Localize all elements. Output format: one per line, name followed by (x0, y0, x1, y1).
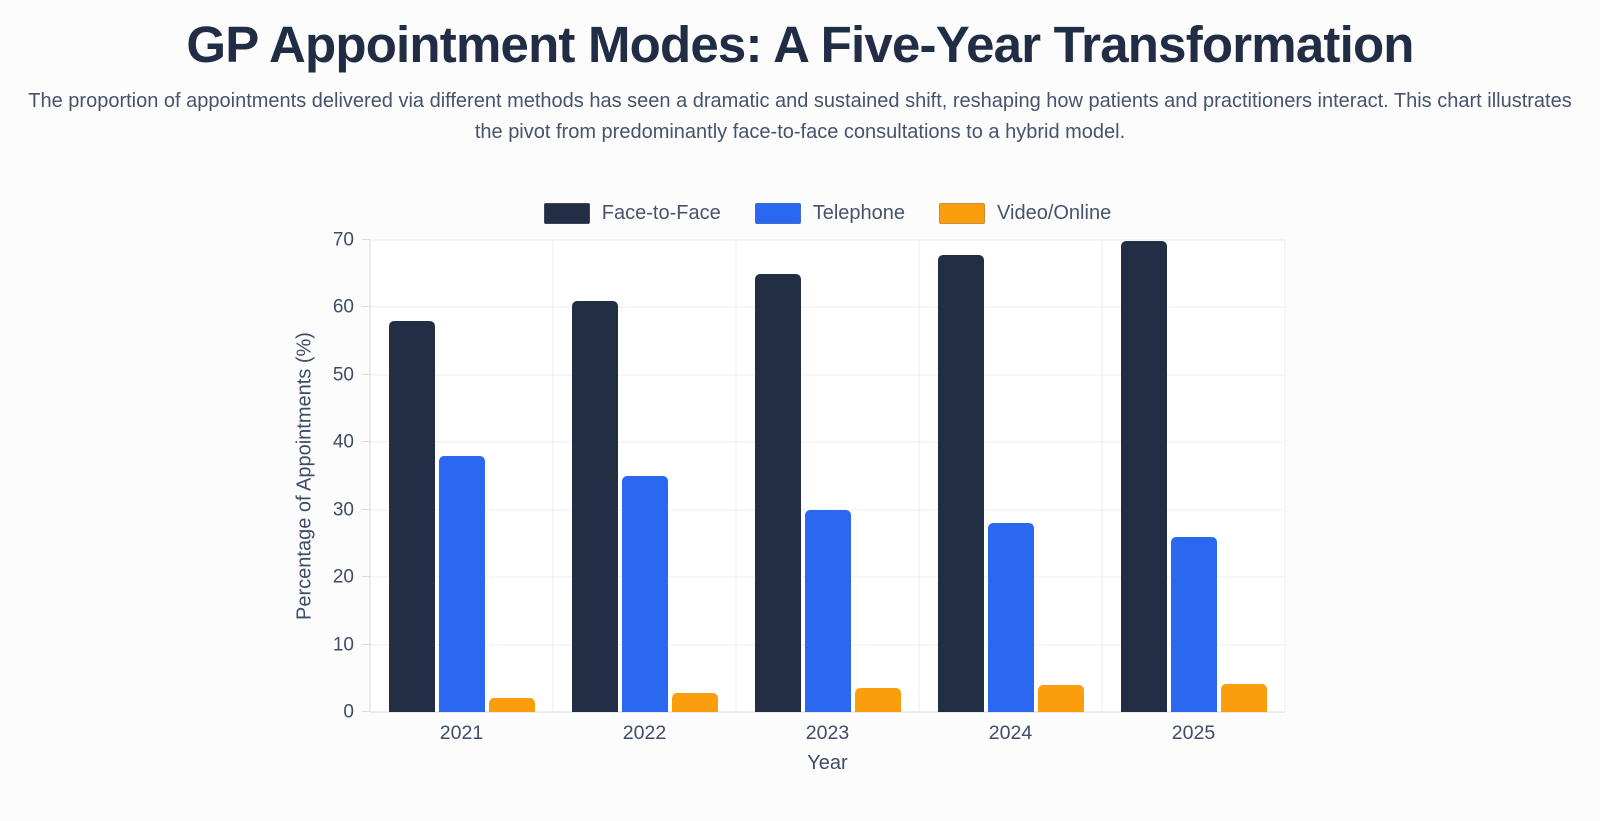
x-tick-label-2025: 2025 (1171, 722, 1216, 744)
bar-video-online-2021 (488, 697, 535, 712)
page-subtitle: The proportion of appointments delivered… (28, 89, 1572, 143)
chart-legend: Face-to-Face Telephone Video/Online (370, 200, 1285, 226)
y-tick-label-70: 70 (332, 229, 354, 251)
bar-telephone-2023 (804, 509, 851, 712)
y-tick-mark-20 (362, 576, 370, 578)
legend-item-video-online[interactable]: Video/Online (939, 202, 1111, 225)
bar-face-to-face-2021 (388, 320, 435, 712)
y-gridline-70 (370, 239, 1285, 241)
x-gridline-4 (1101, 240, 1103, 712)
x-gridline-2 (735, 240, 737, 712)
y-tick-mark-60 (362, 306, 370, 308)
bar-telephone-2024 (987, 523, 1034, 712)
bar-face-to-face-2022 (571, 300, 618, 712)
y-tick-mark-70 (362, 239, 370, 240)
legend-label-telephone: Telephone (812, 201, 906, 224)
bar-telephone-2021 (438, 455, 485, 712)
y-tick-label-20: 20 (332, 566, 354, 588)
y-tick-mark-30 (362, 508, 370, 510)
y-tick-mark-0 (362, 711, 370, 712)
bar-face-to-face-2024 (937, 254, 984, 712)
legend-swatch-video-online (939, 202, 986, 224)
x-gridline-5 (1284, 240, 1286, 712)
y-tick-label-30: 30 (332, 499, 354, 521)
y-tick-label-40: 40 (332, 431, 354, 453)
y-tick-mark-10 (362, 643, 370, 645)
bar-video-online-2022 (671, 693, 718, 712)
y-tick-label-50: 50 (332, 364, 354, 386)
bar-telephone-2022 (621, 476, 668, 712)
bar-group-2025 (1102, 240, 1285, 712)
bar-face-to-face-2023 (754, 273, 801, 712)
plot-area: 0 10 20 30 40 50 60 70 2021 2022 2023 2024 2025 (333, 231, 1286, 744)
legend-label-face-to-face: Face-to-Face (601, 201, 721, 224)
bar-video-online-2024 (1037, 685, 1084, 712)
page-header: GP Appointment Modes: A Five-Year Transf… (0, 0, 1600, 148)
y-tick-label-60: 60 (332, 296, 354, 318)
x-axis-title: Year (807, 752, 848, 774)
bar-video-online-2023 (854, 688, 901, 712)
x-tick-label-2024: 2024 (988, 722, 1033, 744)
page-title: GP Appointment Modes: A Five-Year Transf… (186, 16, 1414, 73)
legend-item-telephone[interactable]: Telephone (754, 201, 906, 225)
y-tick-mark-40 (362, 441, 370, 443)
y-tick-label-10: 10 (332, 634, 354, 656)
legend-item-face-to-face[interactable]: Face-to-Face (543, 201, 721, 225)
x-gridline-3 (918, 240, 920, 712)
legend-swatch-telephone (754, 202, 801, 224)
legend-label-video-online: Video/Online (997, 201, 1112, 224)
y-gridline-40 (370, 441, 1285, 443)
bar-video-online-2025 (1220, 683, 1267, 712)
x-gridline-1 (552, 240, 554, 712)
x-tick-label-2022: 2022 (622, 722, 667, 744)
y-gridline-0 (370, 711, 1285, 713)
legend-swatch-face-to-face (543, 202, 590, 224)
bar-group-2023 (736, 240, 919, 712)
bar-face-to-face-2025 (1120, 241, 1167, 712)
y-gridline-60 (370, 306, 1285, 308)
bar-telephone-2025 (1170, 536, 1217, 712)
bar-group-2022 (553, 240, 736, 712)
bar-group-2021 (370, 240, 553, 712)
y-tick-mark-50 (362, 373, 370, 375)
y-tick-label-0: 0 (343, 701, 354, 723)
y-axis-line (369, 240, 371, 712)
x-tick-label-2023: 2023 (805, 722, 850, 744)
y-gridline-50 (370, 374, 1285, 376)
x-tick-label-2021: 2021 (439, 722, 484, 744)
bar-group-2024 (919, 240, 1102, 712)
